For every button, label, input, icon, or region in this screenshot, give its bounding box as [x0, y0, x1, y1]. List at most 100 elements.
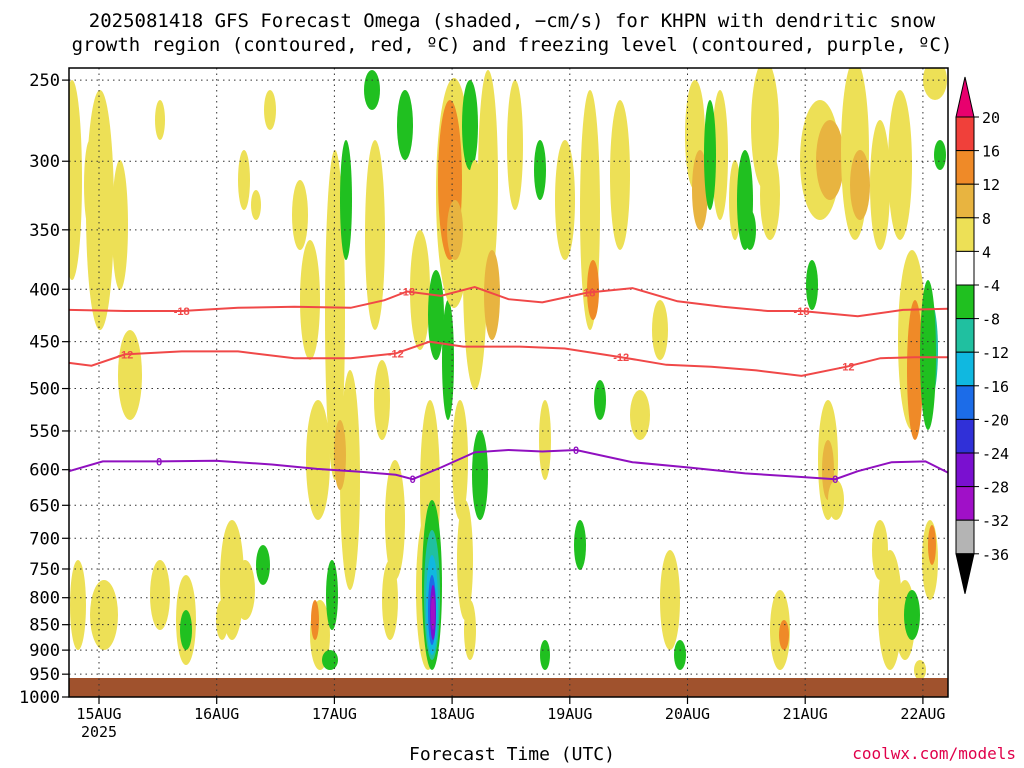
- colorbar-label-11: -28: [982, 479, 1009, 497]
- omega-shade-30: [364, 70, 380, 110]
- omega-shade-47: [478, 70, 498, 290]
- x-tick-label-18AUG: 18AUG: [430, 705, 475, 723]
- colorbar-swatch-3: [955, 183, 975, 219]
- omega-shade-70: [630, 390, 650, 440]
- omega-shade-44: [462, 80, 478, 170]
- omega-shade-80: [744, 210, 756, 250]
- omega-shade-48: [484, 250, 500, 340]
- y-tick-label-350: 350: [29, 221, 60, 241]
- omega-shade-39: [428, 270, 444, 360]
- colorbar-label-13: -36: [982, 546, 1009, 564]
- colorbar-swatch-10: [955, 418, 975, 454]
- surface-ground: [69, 678, 948, 697]
- omega-shade-21: [306, 400, 330, 520]
- omega-shade-87: [816, 120, 844, 200]
- omega-shade-26: [340, 370, 360, 590]
- omega-shade-33: [385, 460, 405, 580]
- y-tick-label-500: 500: [29, 380, 60, 400]
- omega-shade-98: [888, 90, 912, 240]
- omega-shade-8: [150, 560, 170, 630]
- y-tick-label-600: 600: [29, 461, 60, 481]
- omega-shade-14: [256, 545, 270, 585]
- omega-shade-16: [238, 150, 250, 210]
- omega-shade-10: [180, 610, 192, 650]
- omega-shade-28: [326, 560, 338, 630]
- omega-shade-100: [907, 300, 923, 440]
- omega-shade-31: [365, 140, 385, 330]
- y-tick-label-250: 250: [29, 71, 60, 91]
- colorbar-label-1: 16: [982, 143, 1000, 161]
- contour-label-1-2: -12: [613, 352, 629, 364]
- omega-shade-58: [464, 600, 476, 660]
- omega-shade-40: [442, 300, 454, 420]
- x-tick-label-16AUG: 16AUG: [194, 705, 239, 723]
- colorbar-swatch-2: [955, 150, 975, 185]
- omega-shade-32: [374, 360, 390, 440]
- omega-shade-36: [410, 230, 430, 350]
- y-tick-label-450: 450: [29, 333, 60, 353]
- omega-shade-95: [878, 550, 902, 670]
- colorbar-label-2: 12: [982, 176, 1000, 194]
- contour-label-1-1: -12: [388, 348, 404, 360]
- omega-shade-24: [325, 150, 345, 480]
- omega-shade-73: [674, 640, 686, 670]
- y-tick-label-400: 400: [29, 280, 60, 300]
- contour-line-2: [68, 448, 949, 481]
- omega-shade-15: [216, 600, 228, 640]
- colorbar-swatch-4: [955, 217, 975, 252]
- credit-link[interactable]: coolwx.com/models: [852, 744, 1016, 763]
- x-axis: 15AUG 16AUG 17AUG 18AUG 19AUG 20AUG 21AUG 22AUG…: [76, 697, 945, 741]
- colorbar-swatch-8: [955, 351, 975, 387]
- omega-shade-25: [340, 140, 352, 260]
- colorbar-label-7: -12: [982, 344, 1009, 362]
- contour-label-0-3: -18: [794, 306, 810, 318]
- omega-shade-27: [334, 420, 346, 490]
- chart-title-line-2: growth region (contoured, red, ºC) and f…: [71, 34, 953, 56]
- colorbar-label-3: 8: [982, 210, 991, 228]
- omega-shade-84: [779, 620, 789, 650]
- omega-shade-72: [660, 550, 680, 650]
- omega-shade-20: [300, 240, 320, 360]
- contour-line-1: [68, 340, 948, 377]
- omega-shade-96: [904, 590, 920, 640]
- omega-shade-55: [431, 595, 435, 630]
- y-tick-label-800: 800: [29, 589, 60, 609]
- omega-shade-92: [828, 480, 844, 520]
- contour-label-0-1: -18: [399, 286, 415, 298]
- contour-label-2-1: 0: [410, 474, 416, 486]
- omega-shade-76: [712, 90, 728, 220]
- omega-shade-60: [507, 80, 523, 210]
- contour-lines: -18 -18 -18 -18 -12 -12 -12 -12 0 0 0 0: [68, 285, 949, 486]
- omega-shade-71: [652, 300, 668, 360]
- omega-shade-57: [457, 500, 473, 620]
- colorbar-swatch-11: [955, 452, 975, 488]
- omega-shade-97: [870, 120, 890, 250]
- plot-frame: [68, 67, 949, 698]
- omega-shade-89: [850, 150, 870, 220]
- omega-shade-63: [540, 640, 550, 670]
- contour-label-0-0: -18: [174, 306, 190, 318]
- omega-shade-2: [84, 140, 96, 230]
- y-tick-label-900: 900: [29, 641, 60, 661]
- x-tick-label-15AUG: 15AUG: [76, 705, 121, 723]
- colorbar-swatch-5: [955, 250, 975, 286]
- contour-label-1-3: -12: [839, 362, 855, 374]
- omega-shade-35: [382, 560, 398, 640]
- omega-shade-103: [923, 68, 947, 100]
- x-tick-label-17AUG: 17AUG: [312, 705, 357, 723]
- omega-shade-107: [914, 660, 926, 680]
- x-year-label: 2025: [81, 723, 117, 741]
- y-tick-label-750: 750: [29, 560, 60, 580]
- colorbar-swatch-12: [955, 486, 975, 521]
- contour-label-2-3: 0: [832, 474, 838, 486]
- omega-shade-0: [69, 80, 82, 280]
- x-tick-label-20AUG: 20AUG: [665, 705, 710, 723]
- omega-shade-65: [574, 520, 586, 570]
- omega-shade-59: [476, 450, 484, 490]
- colorbar-bottom-arrow: [955, 553, 975, 594]
- x-tick-label-19AUG: 19AUG: [547, 705, 592, 723]
- grid-lines: [69, 68, 948, 697]
- colorbar-label-0: 20: [982, 109, 1000, 127]
- omega-shade-5: [70, 560, 86, 650]
- omega-shade-68: [594, 380, 606, 420]
